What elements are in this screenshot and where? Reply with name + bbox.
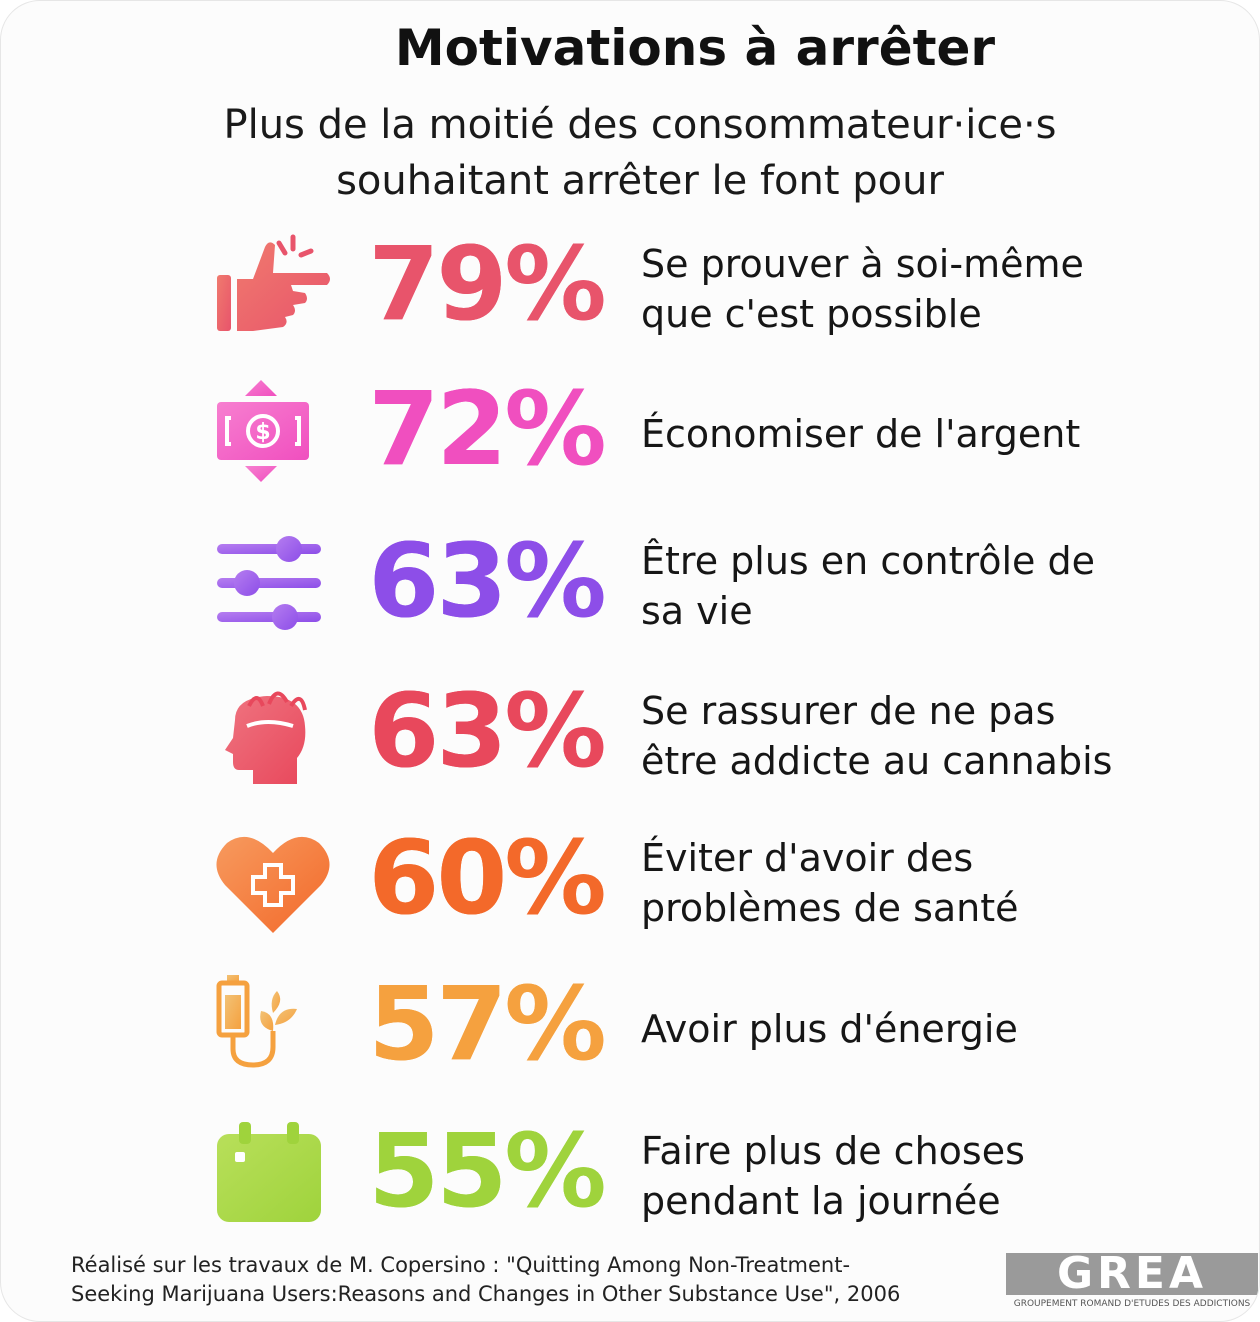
motivation-label-line: Économiser de l'argent	[641, 412, 1081, 456]
logo-box	[1006, 1253, 1258, 1295]
source-citation: Réalisé sur les travaux de M. Copersino …	[71, 1251, 991, 1309]
logo-text: GREA	[1056, 1248, 1208, 1299]
motivation-label-line: pendant la journée	[641, 1179, 1001, 1223]
motivation-row: 57% Avoir plus d'énergie	[1, 965, 1259, 1119]
motivation-label: Éviter d'avoir des problèmes de santé	[641, 823, 1241, 943]
motivation-label-line: Éviter d'avoir des	[641, 836, 974, 880]
motivation-label: Avoir plus d'énergie	[641, 969, 1241, 1089]
percent-value: 55%	[368, 1112, 606, 1231]
grea-logo: GREA GROUPEMENT ROMAND D'ETUDES DES ADDI…	[1006, 1249, 1258, 1311]
motivation-row: $72% Économiser de l'argent	[1, 370, 1259, 524]
motivation-label-line: Être plus en contrôle de	[641, 539, 1096, 583]
source-line-1: Réalisé sur les travaux de M. Copersino …	[71, 1253, 851, 1277]
subtitle-line-1: Plus de la moitié des consommateur·ice·s	[223, 102, 1057, 148]
motivation-label: Se rassurer de ne pas être addicte au can…	[641, 676, 1241, 796]
motivation-label: Économiser de l'argent	[641, 374, 1241, 494]
motivation-label: Se prouver à soi-même que c'est possible	[641, 229, 1241, 349]
head-sprout-icon	[213, 676, 333, 796]
source-line-2: Seeking Marijuana Users:Reasons and Chan…	[71, 1282, 901, 1306]
svg-text:$: $	[255, 420, 270, 445]
motivation-row: 63% Se rassurer de ne pas être addicte au …	[1, 672, 1259, 826]
percent-value: 60%	[368, 819, 606, 938]
money-bill-icon: $	[213, 374, 333, 494]
sliders-icon	[213, 526, 333, 646]
battery-plant-icon	[213, 969, 333, 1089]
motivation-label-line: problèmes de santé	[641, 886, 1019, 930]
motivation-label-line: sa vie	[641, 589, 753, 633]
percent-value: 57%	[368, 965, 606, 1084]
percent-value: 79%	[368, 225, 606, 344]
motivation-label-line: être addicte au cannabis	[641, 739, 1113, 783]
logo-subtitle: GROUPEMENT ROMAND D'ETUDES DES ADDICTION…	[1013, 1299, 1251, 1309]
motivation-row: 63% Être plus en contrôle de sa vie	[1, 522, 1259, 676]
motivation-label-line: Faire plus de choses	[641, 1129, 1025, 1173]
percent-value: 63%	[368, 672, 606, 791]
motivation-row: 55% Faire plus de choses pendant la journé…	[1, 1112, 1259, 1266]
motivation-row: 60% Éviter d'avoir des problèmes de santé	[1, 819, 1259, 973]
motivation-label: Être plus en contrôle de sa vie	[641, 526, 1241, 646]
heart-cross-icon	[213, 823, 333, 943]
subtitle-line-2: souhaitant arrêter le font pour	[336, 158, 944, 204]
pointing-hand-icon	[213, 229, 333, 349]
calendar-icon	[213, 1116, 333, 1236]
percent-value: 72%	[368, 370, 606, 489]
motivation-label-line: Se rassurer de ne pas	[641, 689, 1056, 733]
motivation-label-line: Se prouver à soi-même	[641, 242, 1084, 286]
chart-subtitle: Plus de la moitié des consommateur·ice·s…	[1, 97, 1259, 209]
motivation-row: 79% Se prouver à soi-même que c'est possib…	[1, 225, 1259, 379]
motivation-label-line: Avoir plus d'énergie	[641, 1007, 1018, 1051]
chart-title: Motivations à arrêter	[394, 19, 996, 77]
motivation-label: Faire plus de choses pendant la journée	[641, 1116, 1241, 1236]
motivation-label-line: que c'est possible	[641, 292, 982, 336]
percent-value: 63%	[368, 522, 606, 641]
